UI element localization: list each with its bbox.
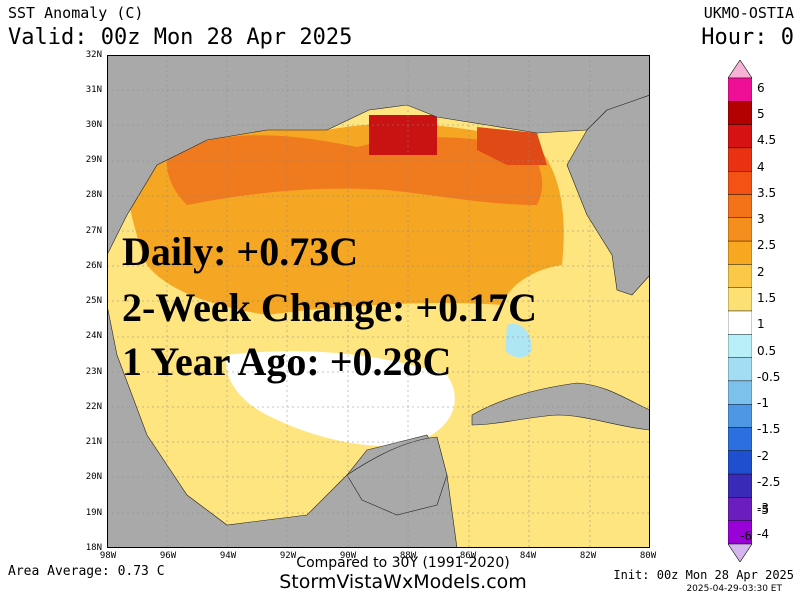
lat-label: 32N xyxy=(85,50,102,60)
colorbar-top-arrow xyxy=(728,60,752,79)
colorbar-swatch xyxy=(728,194,752,218)
colorbar xyxy=(728,60,752,562)
colorbar-swatch xyxy=(728,380,752,405)
colorbar-label: 1.5 xyxy=(757,291,777,305)
generated-timestamp: 2025-04-29-03:30 ET xyxy=(686,584,782,594)
cool-anomaly-patch xyxy=(505,323,532,358)
colorbar-swatch xyxy=(728,217,752,242)
colorbar-swatch xyxy=(728,334,752,358)
colorbar-label: 3 xyxy=(757,212,765,226)
lat-label: 29N xyxy=(85,155,102,165)
data-source: UKMO-OSTIA xyxy=(703,4,794,22)
colorbar-label: -6 xyxy=(740,529,752,543)
lat-label: 18N xyxy=(85,543,102,553)
colorbar-label: 5 xyxy=(757,107,765,121)
sst-anomaly-map xyxy=(107,55,650,548)
map-title: SST Anomaly (C) xyxy=(8,4,144,22)
colorbar-swatch xyxy=(728,240,752,265)
colorbar-label: 3.5 xyxy=(757,186,777,200)
colorbar-swatch xyxy=(728,170,752,195)
colorbar-bottom-arrow xyxy=(728,543,752,562)
area-average: Area Average: 0.73 C xyxy=(8,564,165,579)
colorbar-swatch xyxy=(728,264,752,288)
yucatan-peninsula xyxy=(346,436,448,516)
colorbar-swatch xyxy=(728,497,752,521)
two-week-change-text: 2-Week Change: +0.17C xyxy=(122,285,537,330)
lon-label: 98W xyxy=(99,551,117,561)
lat-label: 24N xyxy=(85,331,102,341)
daily-anomaly-text: Daily: +0.73C xyxy=(122,229,359,274)
colorbar-label: 4 xyxy=(757,160,765,174)
lat-label: 28N xyxy=(85,190,102,200)
colorbar-swatch xyxy=(728,310,752,335)
colorbar-swatch xyxy=(728,124,752,149)
colorbar-swatch xyxy=(728,147,752,172)
lat-label: 21N xyxy=(85,437,102,447)
lat-label: 27N xyxy=(85,226,102,236)
colorbar-label: 2 xyxy=(757,265,765,279)
colorbar-label: -2 xyxy=(757,449,769,463)
lat-label: 25N xyxy=(85,296,102,306)
strong-warm-zone xyxy=(166,135,543,205)
colorbar-label: -3 xyxy=(757,501,769,515)
hot-spot-florida-bend xyxy=(477,127,547,165)
lat-label: 31N xyxy=(85,85,102,95)
lon-label: 82W xyxy=(579,551,597,561)
lat-label: 20N xyxy=(85,472,102,482)
colorbar-label: 0.5 xyxy=(757,344,777,358)
colorbar-label: -4 xyxy=(757,527,769,541)
colorbar-swatch xyxy=(728,101,752,125)
colorbar-swatch xyxy=(728,404,752,428)
cuba xyxy=(471,382,650,431)
colorbar-label: 2.5 xyxy=(757,238,777,252)
neutral-zone xyxy=(226,351,455,446)
colorbar-swatch xyxy=(728,77,752,102)
colorbar-label: -1.5 xyxy=(757,422,781,436)
colorbar-label: 4.5 xyxy=(757,133,777,147)
lon-label: 88W xyxy=(399,551,417,561)
lon-label: 90W xyxy=(339,551,357,561)
climatology-note: Compared to 30Y (1991-2020) xyxy=(296,555,510,571)
map-frame xyxy=(107,55,650,548)
lon-label: 96W xyxy=(159,551,177,561)
hot-spot-mobile-bay xyxy=(369,115,437,155)
colorbar-label: -2.5 xyxy=(757,475,781,489)
site-watermark: StormVistaWxModels.com xyxy=(279,571,527,593)
colorbar-swatch xyxy=(728,427,752,451)
lat-lon-grid xyxy=(107,55,650,548)
lon-label: 80W xyxy=(639,551,657,561)
lon-label: 86W xyxy=(459,551,477,561)
lon-label: 94W xyxy=(219,551,237,561)
lon-label: 92W xyxy=(279,551,297,561)
colorbar-label: -1 xyxy=(757,396,769,410)
lat-label: 30N xyxy=(85,120,102,130)
init-time: Init: 00z Mon 28 Apr 2025 xyxy=(613,568,794,582)
forecast-hour: Hour: 0 xyxy=(701,25,794,50)
colorbar-swatch xyxy=(728,450,752,475)
colorbar-swatch xyxy=(728,287,752,312)
colorbar-swatch xyxy=(728,357,752,382)
colorbar-label: -5 xyxy=(757,503,769,517)
lat-label: 26N xyxy=(85,261,102,271)
lon-label: 84W xyxy=(519,551,537,561)
lat-label: 19N xyxy=(85,508,102,518)
colorbar-label: 6 xyxy=(757,81,765,95)
colorbar-label: -0.5 xyxy=(757,370,781,384)
florida-peninsula xyxy=(566,94,650,296)
lat-label: 22N xyxy=(85,402,102,412)
year-ago-text: 1 Year Ago: +0.28C xyxy=(122,339,452,384)
lat-label: 23N xyxy=(85,367,102,377)
colorbar-label: 1 xyxy=(757,317,765,331)
valid-time: Valid: 00z Mon 28 Apr 2025 xyxy=(8,25,353,50)
colorbar-swatch xyxy=(728,473,752,498)
